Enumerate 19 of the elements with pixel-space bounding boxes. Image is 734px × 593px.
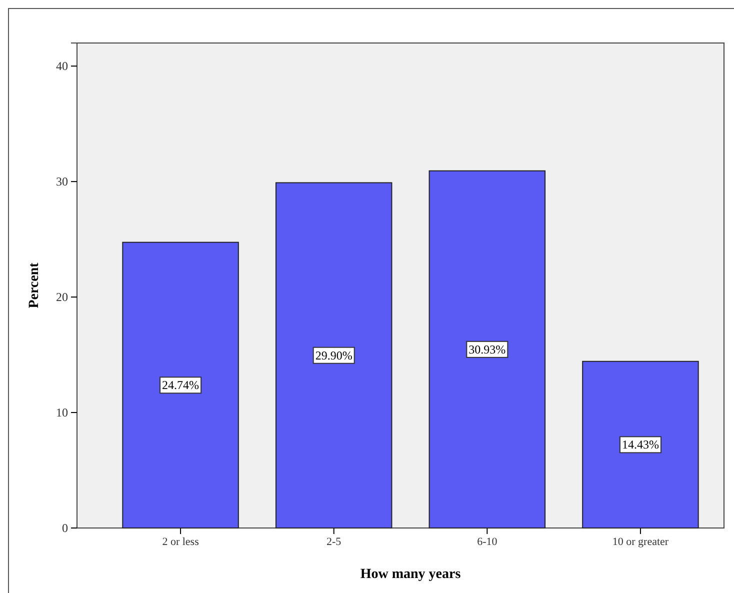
bar bbox=[275, 182, 392, 528]
y-tick-label: 30 bbox=[56, 174, 68, 188]
data-label: 14.43% bbox=[622, 438, 659, 452]
bar bbox=[122, 242, 239, 528]
x-tick-label: 2 or less bbox=[162, 536, 199, 548]
x-tick-label: 6-10 bbox=[477, 536, 498, 548]
data-label: 29.90% bbox=[315, 348, 352, 362]
bar bbox=[582, 360, 699, 528]
y-axis-title: Percent bbox=[27, 262, 42, 308]
data-label: 30.93% bbox=[468, 342, 506, 356]
y-tick-label: 40 bbox=[56, 58, 68, 73]
x-tick-label: 2-5 bbox=[326, 536, 342, 548]
bar bbox=[428, 170, 546, 528]
x-tick-label: 10 or greater bbox=[612, 536, 669, 548]
y-tick-label: 0 bbox=[62, 520, 68, 535]
x-axis-title: How many years bbox=[360, 567, 462, 582]
data-label: 24.74% bbox=[162, 378, 200, 392]
y-tick-label: 20 bbox=[56, 290, 68, 304]
y-tick-label: 10 bbox=[56, 405, 68, 420]
